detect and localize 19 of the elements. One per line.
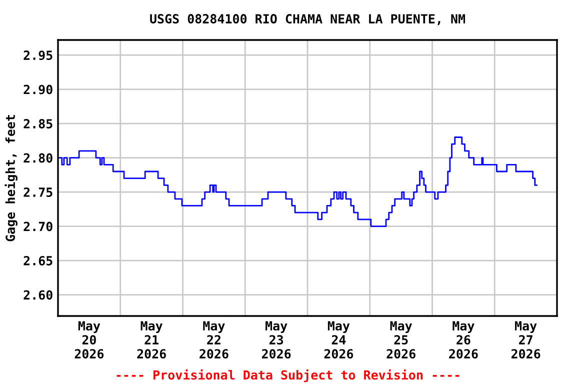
y-tick-label: 2.70 — [24, 222, 52, 232]
y-axis-title: Gage height, feet — [4, 115, 18, 242]
y-tick-label: 2.80 — [24, 153, 52, 163]
x-tick-label: May 24 2026 — [324, 321, 354, 359]
x-tick-label: May 21 2026 — [137, 321, 166, 359]
y-tick-label: 2.95 — [24, 50, 52, 60]
x-tick-label: May 23 2026 — [262, 321, 291, 359]
x-tick-label: May 22 2026 — [200, 321, 228, 359]
y-tick-label: 2.90 — [24, 84, 52, 94]
x-tick-label: May 25 2026 — [386, 321, 416, 359]
y-tick-label: 2.65 — [24, 256, 52, 266]
y-tick-label: 2.60 — [24, 290, 52, 300]
y-tick-label: 2.75 — [24, 188, 52, 197]
x-tick-label: May 27 2026 — [511, 321, 540, 359]
text: ---- Provisional Data Subject to Revision ---- — [116, 369, 460, 382]
x-tick-label: May 26 2026 — [449, 321, 478, 359]
y-tick-label: 2.85 — [24, 119, 52, 128]
x-tick-label: May 20 2026 — [74, 321, 104, 359]
chart-title: USGS 08284100 RIO CHAMA NEAR LA PUENTE, NM — [150, 14, 466, 26]
